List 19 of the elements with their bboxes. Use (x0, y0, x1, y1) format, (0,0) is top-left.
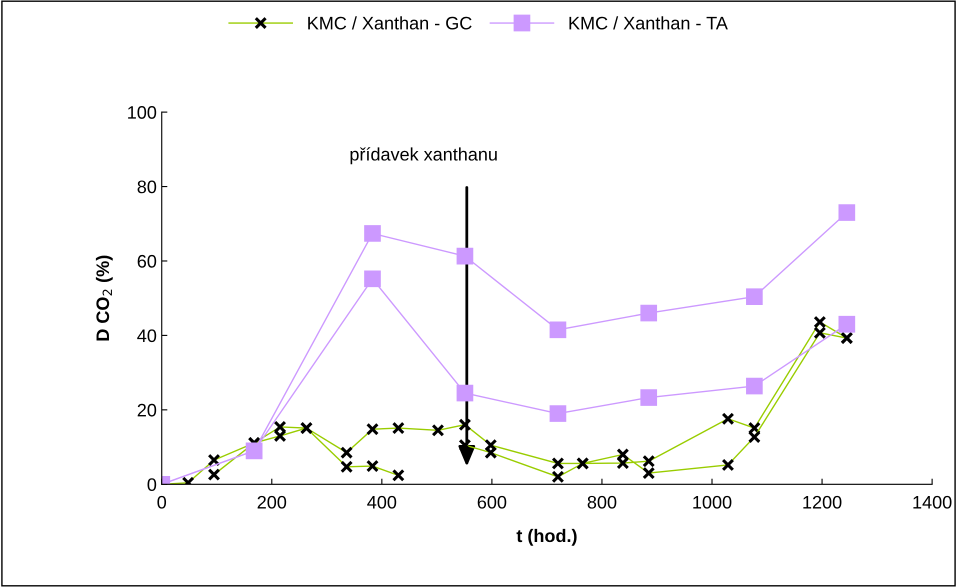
annotation: přídavek xanthanu (350, 147, 497, 164)
y-tick-label: 20 (138, 404, 156, 417)
x-tick-label: 1400 (913, 496, 952, 509)
y-tick-label: 0 (148, 478, 156, 491)
y-tick-label: 80 (138, 180, 156, 194)
x-tick-label: 0 (157, 496, 166, 509)
x-tick-label: 600 (478, 496, 506, 509)
y-tick-label: 100 (128, 106, 156, 119)
x-tick-label: 400 (367, 496, 396, 509)
x-tick-label: 1000 (693, 496, 732, 509)
x-tick-label: 1200 (803, 496, 842, 509)
x-tick-label: 800 (588, 496, 616, 509)
legend-label: KMC / Xanthan - TA (569, 16, 728, 30)
y-tick-label: 40 (137, 329, 156, 342)
x-tick-label: 200 (258, 496, 286, 509)
y-axis-title: D CO$_{2}$ (%) (96, 256, 113, 340)
y-tick-label: 60 (138, 254, 156, 268)
x-axis-title: t (hod.) (516, 528, 577, 546)
legend-label: KMC / Xanthan - GC (308, 16, 472, 30)
